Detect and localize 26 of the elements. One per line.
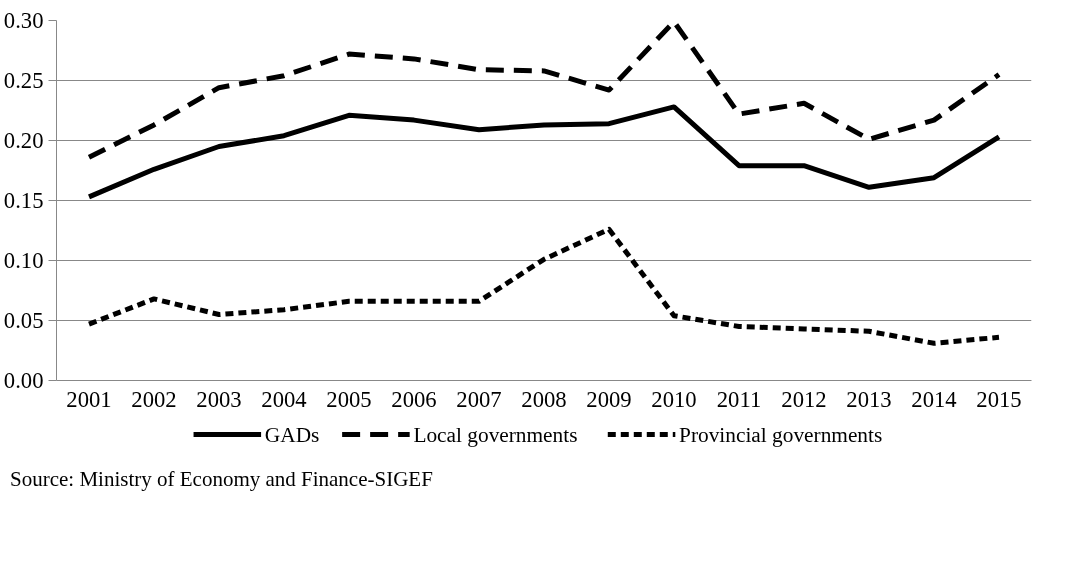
x-tick-label: 2015 (976, 386, 1022, 412)
legend-label: Provincial governments (679, 422, 883, 447)
x-tick-label: 2010 (651, 386, 697, 412)
x-tick-label: 2012 (781, 386, 827, 412)
x-tick-label: 2008 (521, 386, 567, 412)
source-note: Source: Ministry of Economy and Finance-SIGEF (10, 466, 433, 493)
x-tick-label: 2014 (911, 386, 957, 412)
x-tick-label: 2006 (391, 386, 437, 412)
x-tick-label: 2013 (846, 386, 892, 412)
x-tick-label: 2009 (586, 386, 632, 412)
legend-label: Local governments (413, 422, 578, 447)
y-tick-label: 0.20 (3, 128, 44, 153)
x-tick-label: 2003 (196, 386, 242, 412)
x-tick-label: 2002 (131, 386, 177, 412)
x-tick-label: 2004 (261, 386, 307, 412)
legend-label: GADs (264, 422, 320, 447)
y-tick-label: 0.15 (3, 188, 44, 213)
y-tick-label: 0.00 (3, 368, 44, 393)
y-tick-label: 0.30 (3, 8, 44, 33)
x-tick-label: 2005 (326, 386, 372, 412)
x-tick-label: 2011 (716, 386, 762, 412)
x-tick-label: 2007 (456, 386, 502, 412)
y-tick-label: 0.25 (3, 68, 44, 93)
y-tick-label: 0.05 (3, 308, 44, 333)
x-tick-label: 2001 (66, 386, 112, 412)
y-tick-label: 0.10 (3, 248, 44, 273)
